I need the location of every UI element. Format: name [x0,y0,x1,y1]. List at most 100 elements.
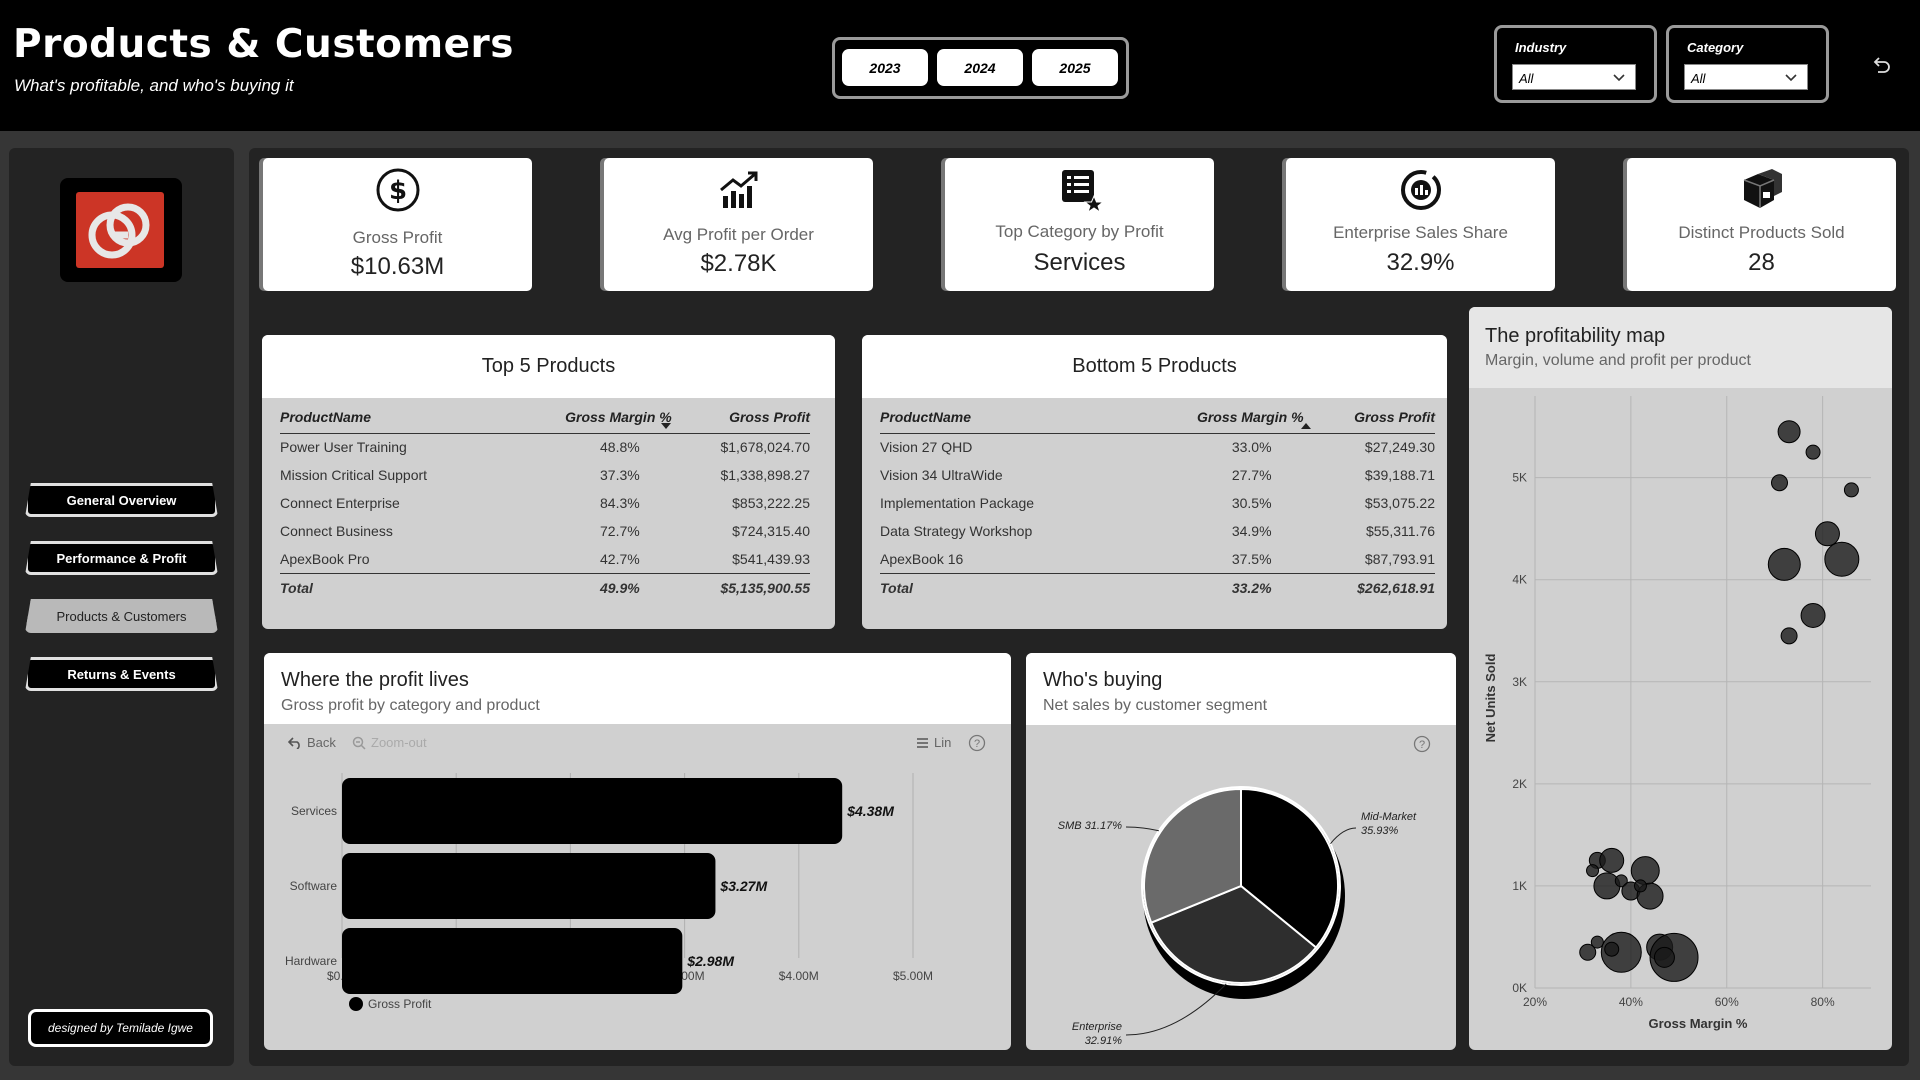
profit-by-category-card: Where the profit lives Gross profit by c… [264,653,1011,1050]
table-row[interactable]: Implementation Package 30.5% $53,075.22 [880,489,1435,517]
slice-value: 32.91% [1085,1035,1123,1047]
kpi-value: 28 [1748,249,1775,276]
top-5-products-table: Top 5 Products ProductName Gross Margin … [262,335,835,629]
table-row[interactable]: ApexBook 16 37.5% $87,793.91 [880,545,1435,573]
x-tick-label: 80% [1811,995,1835,1009]
table-row[interactable]: ApexBook Pro 42.7% $541,439.93 [280,545,810,573]
scatter-point [1599,847,1625,873]
column-header-sorted[interactable]: Gross Profit [660,401,810,434]
kpi-top-category: Top Category by Profit Services [945,158,1214,291]
table-row[interactable]: Mission Critical Support 37.3% $1,338,898.… [280,461,810,489]
column-header[interactable]: ProductName [280,401,508,434]
y-axis-title: Net Units Sold [1483,654,1498,743]
column-header[interactable]: Gross Margin % [507,401,672,434]
y-tick-label: 4K [1512,573,1527,587]
kpi-avg-profit: Avg Profit per Order $2.78K [604,158,873,291]
kpi-label: Enterprise Sales Share [1333,223,1508,242]
kpi-label: Top Category by Profit [995,222,1164,241]
industry-dropdown-value: All [1519,71,1534,86]
nav-products-customers[interactable]: Products & Customers [25,599,218,633]
cell-margin: 72.7% [600,523,640,539]
pie-slice-enterprise [1149,884,1318,984]
x-tick-label: 40% [1619,995,1643,1009]
data-label: $2.98M [686,953,734,969]
help-icon[interactable]: ? [968,734,986,752]
data-label: $3.27M [719,878,767,894]
chart-growth-icon [719,171,757,208]
zoom-out-icon [352,736,366,750]
year-slicer: 2023 2024 2025 [832,37,1129,99]
bottom-5-products-table: Bottom 5 Products ProductName Gross Marg… [862,335,1447,629]
scatter-point [1653,946,1675,968]
scale-label: Lin [934,735,952,750]
column-header[interactable]: ProductName [880,401,1131,434]
help-icon[interactable]: ? [1413,735,1431,753]
cell-margin: 30.5% [1231,495,1272,511]
cell-profit: $53,075.22 [1364,495,1435,511]
list-star-icon [1061,170,1104,214]
scatter-point [1586,864,1600,878]
x-tick-label: $5.00M [893,969,933,983]
cell-margin: 48.8% [600,439,640,456]
scatter-point [1814,521,1840,547]
card-title: Where the profit lives [281,669,469,691]
card-subtitle: Gross profit by category and product [281,697,540,714]
cell-margin: 84.3% [600,495,640,511]
kpi-distinct-products: Distinct Products Sold 28 [1627,158,1896,291]
scatter-point [1604,941,1620,957]
year-button-2024[interactable]: 2024 [937,49,1023,86]
industry-dropdown[interactable]: All [1512,64,1636,90]
slice-label: Mid-Market [1361,811,1417,823]
kpi-value: $10.63M [350,253,445,280]
category-dropdown[interactable]: All [1684,64,1808,90]
scale-toggle-button[interactable]: Lin [916,735,951,750]
legend-marker [349,997,363,1011]
reset-undo-icon[interactable] [1870,54,1892,76]
table-row[interactable]: Vision 34 UltraWide 27.7% $39,188.71 [880,461,1435,489]
customer-segment-card: Who's buying Net sales by customer segme… [1026,653,1456,1050]
nav-general-overview[interactable]: General Overview [25,483,218,517]
card-header: Where the profit lives Gross profit by c… [264,653,1011,724]
cell-product: ApexBook Pro [280,550,370,567]
sort-asc-icon [1300,422,1311,429]
legend-label: Gross Profit [368,997,432,1011]
pie-slice-smb [1143,787,1242,924]
cell-product: Power User Training [280,439,407,456]
x-tick-label: $4.00M [779,969,819,983]
year-button-2023[interactable]: 2023 [842,49,928,86]
zoom-out-button[interactable]: Zoom-out [352,735,427,750]
cell-profit: $853,222.25 [732,495,810,511]
leader-line [1125,826,1159,832]
slice-label: SMB 31.17% [1058,820,1122,832]
cell-product: Connect Enterprise [280,495,400,511]
kpi-value: $2.78K [700,250,777,277]
table-total-row: Total 49.9% $5,135,900.55 [280,572,810,603]
year-button-2025[interactable]: 2025 [1032,49,1118,86]
table-row[interactable]: Data Strategy Workshop 34.9% $55,311.76 [880,517,1435,545]
chevron-down-icon [1613,74,1625,82]
nav-performance-profit[interactable]: Performance & Profit [25,541,218,575]
table-row[interactable]: Connect Business 72.7% $724,315.40 [280,517,810,545]
column-header-sorted[interactable]: Gross Profit [1300,401,1435,434]
drill-back-button[interactable]: Back [288,735,336,750]
table-row[interactable]: Vision 27 QHD 33.0% $27,249.30 [880,433,1435,461]
table-row[interactable]: Power User Training 48.8% $1,678,024.70 [280,433,810,461]
cell-product: Vision 34 UltraWide [880,467,1003,483]
pie-slice-mid-market [1240,787,1339,949]
back-arrow-icon [288,736,300,749]
category-label: Services [291,804,337,818]
category-dropdown-value: All [1691,71,1706,86]
cell-margin: 37.3% [600,467,640,483]
company-logo [60,178,182,282]
scatter-point [1771,474,1788,492]
kpi-label: Gross Profit [352,228,443,247]
table-row[interactable]: Connect Enterprise 84.3% $853,222.25 [280,489,810,517]
column-header[interactable]: Gross Margin % [1130,401,1304,434]
scatter-point [1579,943,1597,961]
scatter-point [1767,547,1801,581]
table-total-row: Total 33.2% $262,618.91 [880,572,1435,603]
profitability-map-card: The profitability map Margin, volume and… [1469,307,1892,1050]
column-header-label: Gross Profit [1354,408,1435,425]
nav-returns-events[interactable]: Returns & Events [25,657,218,691]
category-filter: Category All [1666,25,1829,103]
